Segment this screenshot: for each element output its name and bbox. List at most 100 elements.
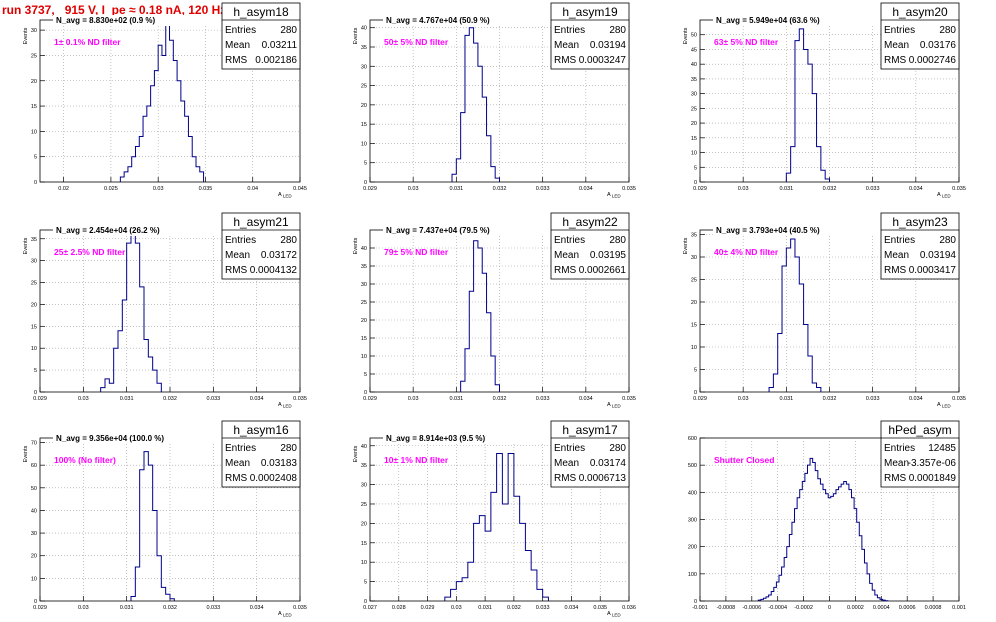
- x-tick-label: 0.033: [536, 186, 550, 192]
- histogram-panel-h_asym19: 0.029 0.03 0.031 0.032 0.033 0.034 0.035 0 5 10 15…: [353, 2, 636, 199]
- histogram-bars: [100, 233, 162, 392]
- x-tick-label: 0.033: [866, 396, 880, 402]
- stats-histogram-name: h_asym18: [233, 5, 289, 19]
- x-tick-label: 0.035: [952, 186, 966, 192]
- y-tick-label: 500: [688, 463, 697, 469]
- stats-label: RMS: [884, 473, 907, 484]
- stats-box-frame: [550, 2, 630, 70]
- histogram-bars: [119, 24, 205, 182]
- filter-note: 40± 4% ND filter: [714, 247, 779, 257]
- navg-label: N_avg = 4.767e+04 (50.9 %): [386, 16, 490, 25]
- x-axis-label: A LED: [607, 402, 621, 409]
- x-tick-label: 0.029: [33, 605, 47, 611]
- navg-label: N_avg = 8.830e+02 (0.9 %): [56, 16, 156, 25]
- y-tick-label: 15: [31, 324, 37, 330]
- stats-label: RMS: [884, 265, 907, 276]
- y-tick-label: 30: [31, 531, 37, 537]
- y-tick-label: 5: [364, 372, 367, 378]
- stats-value: 0.03195: [590, 250, 627, 261]
- y-tick-label: 0: [364, 390, 367, 396]
- x-tick-label: 0.028: [392, 605, 406, 611]
- y-axis-label: Events: [23, 27, 29, 44]
- y-tick-label: 40: [361, 444, 367, 450]
- y-tick-label: 30: [31, 259, 37, 265]
- stats-value: 0.0002746: [909, 55, 957, 66]
- y-tick-label: 300: [688, 518, 697, 524]
- stats-value: 280: [280, 443, 297, 454]
- x-tick-label: -0.001: [692, 605, 708, 611]
- y-tick-label: 30: [361, 282, 367, 288]
- stats-value: 0.0002661: [579, 265, 627, 276]
- y-tick-label: 30: [361, 64, 367, 70]
- y-tick-label: 40: [361, 26, 367, 32]
- y-tick-label: 30: [691, 255, 697, 261]
- stats-label: Entries: [554, 443, 585, 454]
- stats-box: h_asym19 Entries 280 Mean 0.03194 RMS 0.000324…: [550, 2, 630, 70]
- y-tick-label: 20: [31, 79, 37, 85]
- x-tick-label: 0.033: [206, 396, 220, 402]
- stats-box-frame: [550, 420, 630, 488]
- stats-label: Mean: [884, 458, 909, 469]
- x-tick-label: 0.035: [622, 396, 636, 402]
- histogram-bars: [768, 238, 822, 392]
- x-tick-label: 0.001: [952, 605, 966, 611]
- x-tick-label: 0.034: [909, 186, 923, 192]
- x-tick-label: 0.034: [250, 396, 264, 402]
- stats-histogram-name: h_asym23: [892, 215, 948, 229]
- y-tick-label: 0: [694, 180, 697, 186]
- stats-value: 0.0003417: [909, 265, 957, 276]
- y-tick-label: 35: [691, 77, 697, 83]
- x-tick-label: 0.029: [33, 396, 47, 402]
- x-tick-label: 0.04: [247, 186, 258, 192]
- x-tick-label: 0.035: [293, 605, 307, 611]
- stats-value: 280: [939, 235, 956, 246]
- stats-label: Mean: [554, 458, 579, 469]
- stats-label: Entries: [554, 235, 585, 246]
- y-tick-label: 5: [364, 580, 367, 586]
- y-tick-label: 35: [361, 45, 367, 51]
- x-tick-label: 0.03: [408, 186, 419, 192]
- x-tick-label: 0.035: [952, 396, 966, 402]
- x-tick-label: -0.0008: [717, 605, 736, 611]
- stats-label: RMS: [884, 55, 907, 66]
- y-tick-label: 5: [34, 155, 37, 161]
- y-axis-label: Events: [683, 237, 689, 254]
- y-axis-label: Events: [683, 27, 689, 44]
- x-tick-label: 0.027: [363, 605, 377, 611]
- x-tick-label: 0.034: [909, 396, 923, 402]
- stats-value: 0.0006713: [579, 473, 627, 484]
- y-tick-label: 30: [361, 483, 367, 489]
- stats-box-frame: [221, 2, 301, 70]
- histogram-panel-h_asym22: 0.029 0.03 0.031 0.032 0.033 0.034 0.035 0 5 10 15…: [353, 212, 636, 409]
- histogram-bars: [785, 28, 830, 182]
- y-tick-label: 15: [691, 323, 697, 329]
- navg-label-bg: [713, 225, 883, 236]
- stats-box: h_asym20 Entries 280 Mean 0.03176 RMS 0.000274…: [880, 2, 960, 70]
- stats-label: Mean: [225, 40, 250, 51]
- y-axis-label: Events: [353, 27, 359, 44]
- x-tick-label: 0.035: [199, 186, 213, 192]
- stats-label: RMS: [225, 473, 248, 484]
- stats-box-frame: [880, 2, 960, 70]
- stats-value: 280: [280, 25, 297, 36]
- y-tick-label: 10: [361, 354, 367, 360]
- histogram-bars: [451, 27, 500, 182]
- stats-box-frame: [550, 212, 630, 280]
- y-tick-label: 35: [361, 264, 367, 270]
- x-axis-label: A LED: [937, 402, 951, 409]
- navg-label: N_avg = 2.454e+04 (26.2 %): [56, 226, 160, 235]
- y-tick-label: 5: [694, 368, 697, 374]
- filter-note: 63± 5% ND filter: [714, 37, 779, 47]
- navg-label-bg: [383, 433, 553, 444]
- stats-label: Mean: [554, 40, 579, 51]
- y-tick-label: 50: [691, 33, 697, 39]
- stats-value: 0.03194: [590, 40, 627, 51]
- x-tick-label: 0.029: [363, 396, 377, 402]
- stats-label: RMS: [554, 265, 577, 276]
- navg-label-bg: [53, 433, 223, 444]
- y-tick-label: 10: [31, 576, 37, 582]
- y-tick-label: 5: [694, 165, 697, 171]
- stats-label: Entries: [225, 25, 256, 36]
- x-axis-label: A LED: [278, 611, 292, 618]
- y-tick-label: 25: [361, 502, 367, 508]
